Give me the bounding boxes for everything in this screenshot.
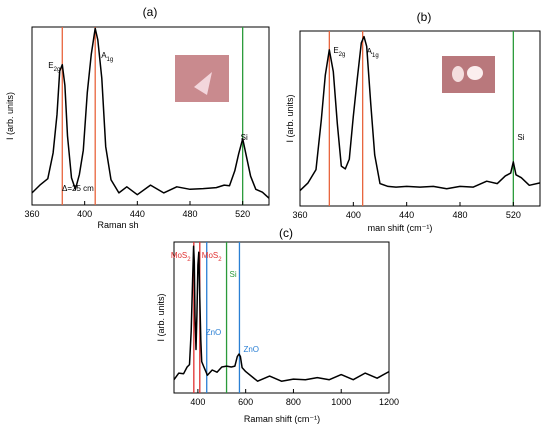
panel-b-spectrum-line [299,35,541,192]
panel-a-delta-annotation: Δ=25 cm [62,184,94,193]
panel-a-x-tick-label: 480 [182,209,197,219]
panel-a-x-tick-label: 360 [24,209,39,219]
panel-a-peak-label-main: A [101,51,107,60]
panel-c-peak-label-sub: 2 [187,257,191,263]
panel-b-peak-label-main: A [367,47,373,56]
panel-a-label: (a) [143,5,158,19]
panel-b-x-tick-label: 360 [292,210,307,220]
panel-c-spectrum-line [173,245,390,382]
panel-a-y-axis-label: I (arb. units) [5,92,15,140]
panel-b-peak-label: Si [517,133,524,142]
panel-b-peak-label: E2g [333,46,345,58]
panel-c-peak-label: MoS2 [171,251,191,263]
panel-a-frame [31,26,270,206]
panel-c-peak-label-main: ZnO [243,345,259,354]
panel-c-x-tick-label: 400 [190,397,205,407]
panel-b-peak-label-main: Si [517,133,524,142]
panel-c-x-tick-label: 600 [238,397,253,407]
panel-c-peak-label: ZnO [243,345,259,354]
panel-a-inset-flake [194,72,212,95]
panel-b-inset-flake-left [452,66,464,82]
panel-c-peak-label: MoS2 [202,251,222,263]
panel-c-y-axis-label: I (arb. units) [156,293,166,341]
panel-a-x-tick-label: 440 [130,209,145,219]
panel-c-peak-label-main: MoS [202,251,218,260]
panel-c-x-tick-label: 800 [286,397,301,407]
panel-c-x-tick-label: 1200 [379,397,399,407]
panel-a-peak-label-main: E [48,61,53,70]
panel-a-peak-label-main: Si [241,133,248,142]
panel-b-peak-label-main: E [333,46,338,55]
panel-a-peak-label-sub: 2g [54,67,61,73]
panel-b-inset-flake-right [467,66,483,80]
panel-a-x-axis-label: Raman sh [97,220,138,230]
panel-b-frame [299,30,541,207]
panel-a-spectrum-line [31,27,270,199]
panel-b-x-axis-label: man shift (cm⁻¹) [368,223,433,233]
panel-c-peak-label-sub: 2 [218,257,222,263]
panel-b-x-tick-label: 440 [399,210,414,220]
panel-b-peak-label-sub: 1g [372,53,379,59]
panel-c-x-axis-label: Raman shift (cm⁻¹) [244,414,320,424]
panel-c-peak-label-main: ZnO [206,328,222,337]
panel-b-peak-label: A1g [367,47,379,59]
panel-c-x-tick-label: 1000 [331,397,351,407]
panel-a-x-tick-label: 520 [235,209,250,219]
panel-c-peak-label-main: Si [230,270,237,279]
panel-c-peak-label: ZnO [206,328,222,337]
panel-b-peak-label-sub: 2g [339,52,346,58]
panel-b-x-tick-label: 400 [346,210,361,220]
panel-c-label: (c) [279,226,293,240]
panel-b-y-axis-label: I (arb. units) [285,94,295,142]
panel-c-peak-label: Si [230,270,237,279]
panel-c-peak-label-main: MoS [171,251,187,260]
panel-a-inset-image [175,55,229,102]
panel-a-peak-label: E2g [48,61,60,73]
panel-b-x-tick-label: 520 [506,210,521,220]
panel-c-frame [173,241,390,394]
panel-a-peak-label-sub: 1g [107,57,114,63]
panel-a-peak-label: A1g [101,51,113,63]
panel-b-label: (b) [417,10,432,24]
panel-b-x-tick-label: 480 [452,210,467,220]
panel-a-peak-label: Si [241,133,248,142]
panel-a-x-tick-label: 400 [77,209,92,219]
